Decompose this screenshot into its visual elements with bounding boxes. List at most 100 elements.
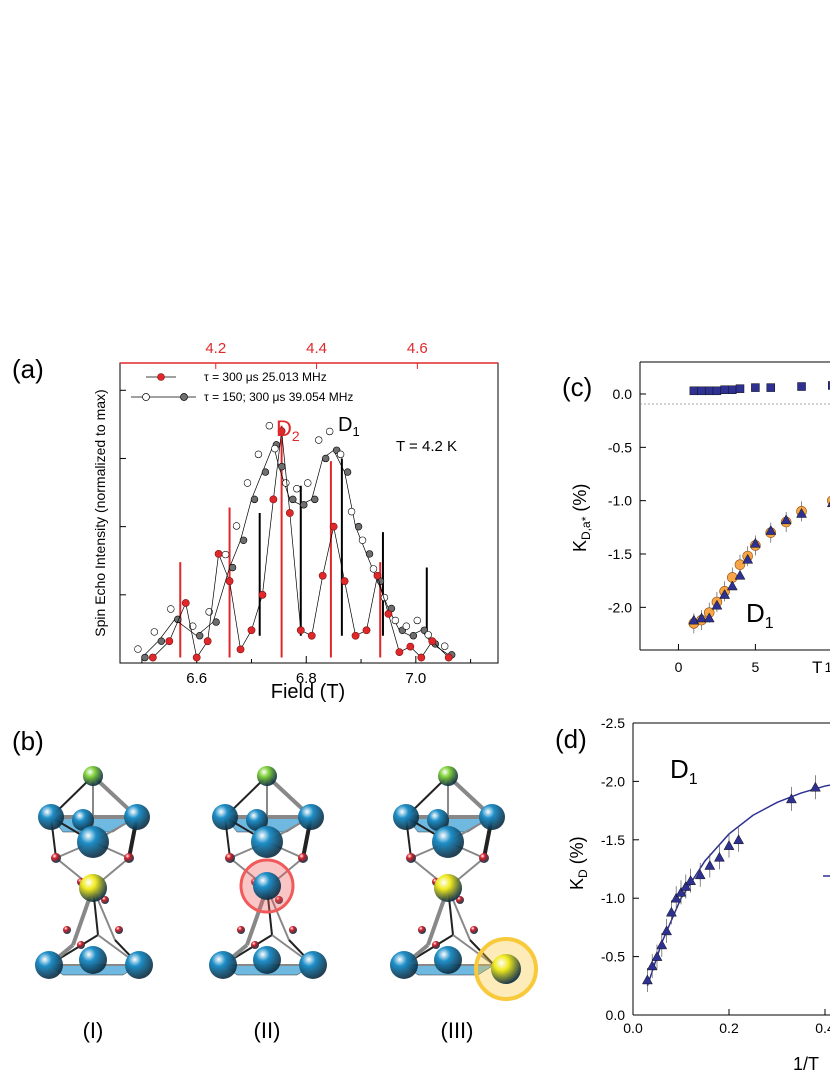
d-triangle-point bbox=[713, 851, 725, 862]
series-grey-point bbox=[354, 522, 363, 531]
d-triangle-point bbox=[646, 960, 658, 971]
blue-atom bbox=[251, 826, 283, 858]
panel-d-annotation: D1 bbox=[670, 754, 698, 788]
d-triangle-point bbox=[656, 939, 668, 950]
d-xtick-label: 0.4 bbox=[815, 1020, 830, 1036]
c-xtick-label: 5 bbox=[751, 659, 759, 675]
c-triangle-point bbox=[719, 589, 731, 599]
c-ytick-label: -2.0 bbox=[608, 599, 632, 615]
a-top-tick-label: 4.4 bbox=[306, 340, 327, 357]
legend-marker-grey bbox=[180, 393, 188, 401]
panel-d-series bbox=[641, 775, 830, 992]
a-top-tick-label: 4.2 bbox=[205, 340, 226, 357]
c-triangle-point bbox=[765, 525, 777, 535]
series-red-point bbox=[214, 550, 223, 558]
red-atom bbox=[418, 926, 426, 934]
panel-a-series bbox=[134, 422, 456, 662]
series-grey-line bbox=[141, 443, 449, 658]
panel-c: 0.0-0.5-1.0-1.5-2.005101 KD,a* (%) T D1 bbox=[570, 361, 830, 677]
blue-atom bbox=[79, 946, 107, 974]
series-red-point bbox=[340, 577, 349, 586]
panel-c-annotation: D1 bbox=[746, 598, 774, 632]
a-bottom-tick-label: 7.0 bbox=[405, 670, 426, 687]
series-red-point bbox=[307, 631, 316, 640]
red-atom bbox=[77, 941, 85, 949]
series-red-point bbox=[269, 495, 278, 504]
cluster-structure-III bbox=[390, 766, 538, 1001]
series-open-point bbox=[282, 479, 290, 487]
d-ytick-label: -1.5 bbox=[601, 832, 625, 848]
red-atom bbox=[456, 896, 464, 904]
c-square-point bbox=[720, 385, 729, 394]
panel-b: (I) (II) (III) bbox=[35, 766, 538, 1043]
d-ytick-label: -1.0 bbox=[601, 890, 625, 906]
series-open-point bbox=[232, 522, 241, 530]
red-atom bbox=[470, 926, 478, 934]
green-atom bbox=[257, 766, 277, 786]
series-open-point bbox=[413, 616, 422, 625]
annotation-d2: D2 bbox=[276, 416, 300, 444]
series-open-point bbox=[402, 622, 411, 630]
panel-d-ylabel: KD (%) bbox=[567, 836, 590, 890]
c-triangle-point bbox=[749, 537, 761, 548]
a-bottom-tick-label: 6.8 bbox=[296, 670, 317, 687]
c-xtick-label: 0 bbox=[675, 659, 683, 675]
highlighted-yellow-atom bbox=[491, 954, 521, 984]
green-atom bbox=[438, 766, 458, 786]
blue-atom bbox=[246, 809, 268, 831]
series-open-point bbox=[325, 427, 334, 436]
series-red-point bbox=[165, 637, 174, 646]
series-open-point bbox=[358, 536, 367, 544]
series-open-point bbox=[347, 507, 356, 516]
red-atom bbox=[101, 896, 109, 904]
c-square-point bbox=[704, 386, 714, 396]
panel-label-d: (d) bbox=[555, 724, 587, 754]
annotation-temperature: T = 4.2 K bbox=[396, 438, 457, 455]
d-ytick-label: -2.0 bbox=[601, 773, 625, 789]
c-square-point bbox=[689, 386, 699, 396]
series-open-point bbox=[424, 631, 432, 639]
series-red-point bbox=[236, 645, 245, 654]
yellow-atom bbox=[434, 874, 462, 902]
series-red-point bbox=[362, 626, 371, 635]
d-triangle-point bbox=[785, 793, 797, 804]
series-grey-point bbox=[365, 550, 374, 558]
blue-atom bbox=[209, 951, 237, 979]
panel-a-xlabel: Field (T) bbox=[271, 681, 345, 703]
red-atom bbox=[432, 941, 440, 949]
series-red-point bbox=[444, 653, 453, 662]
c-square-point bbox=[728, 385, 737, 394]
series-grey-point bbox=[261, 468, 270, 476]
d-triangle-point bbox=[733, 834, 745, 845]
series-grey-point bbox=[289, 495, 297, 504]
d-triangle-point bbox=[665, 906, 677, 917]
series-red-point bbox=[318, 571, 327, 580]
green-atom bbox=[83, 766, 103, 786]
series-open-point bbox=[336, 450, 345, 459]
series-grey-point bbox=[300, 501, 308, 509]
legend-marker-red bbox=[157, 373, 165, 381]
series-grey-point bbox=[157, 637, 166, 645]
series-open-point bbox=[167, 605, 175, 613]
panel-c-ticks: 0.0-0.5-1.0-1.5-2.005101 bbox=[608, 386, 830, 675]
d-triangle-point bbox=[704, 859, 716, 870]
blue-atom bbox=[35, 951, 63, 979]
c-ytick-label: -0.5 bbox=[608, 439, 632, 455]
legend-label-grey: τ = 150; 300 μs 39.054 MHz bbox=[204, 390, 353, 404]
series-grey-point bbox=[311, 495, 319, 504]
series-grey-point bbox=[141, 653, 149, 662]
c-ytick-label: -1.5 bbox=[608, 546, 632, 562]
series-red-point bbox=[277, 427, 286, 436]
red-atom bbox=[225, 853, 235, 863]
panel-d-ticks: -2.5 -2.0 -1.5 -1.0 -0.5 0.00.0 0.2 0.4 bbox=[601, 715, 830, 1036]
blue-atom bbox=[390, 951, 418, 979]
c-square-point bbox=[797, 382, 806, 391]
annotation-d1: D1 bbox=[338, 414, 360, 439]
bond bbox=[452, 934, 495, 966]
d-triangle-point bbox=[723, 840, 735, 850]
series-grey-point bbox=[239, 536, 248, 544]
d-fit-curve bbox=[646, 784, 830, 987]
panel-c-ylabel: KD,a* (%) bbox=[570, 484, 593, 552]
c-triangle-point bbox=[796, 507, 807, 518]
